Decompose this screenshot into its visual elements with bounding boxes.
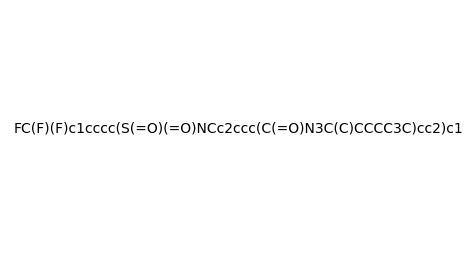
Text: FC(F)(F)c1cccc(S(=O)(=O)NCc2ccc(C(=O)N3C(C)CCCC3C)cc2)c1: FC(F)(F)c1cccc(S(=O)(=O)NCc2ccc(C(=O)N3C… — [13, 121, 463, 135]
